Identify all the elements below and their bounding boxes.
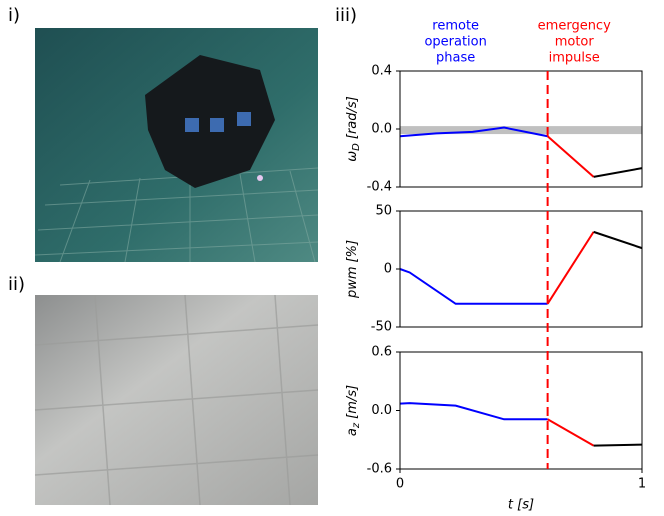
x-tick-label: 1 — [638, 477, 646, 492]
x-axis-label: t [s] — [508, 498, 534, 513]
y-axis-label-part: [rad/s] — [345, 96, 360, 139]
data-line — [593, 443, 643, 447]
annotation: phase — [436, 51, 475, 66]
y-axis-label-part: ω — [345, 151, 360, 162]
annotation: impulse — [549, 51, 600, 66]
annotation: motor — [555, 35, 595, 50]
data-line — [399, 402, 548, 421]
y-axis-label-part: pwm — [345, 266, 360, 299]
axes-frame — [399, 351, 643, 470]
y-axis-label-part: [m/s] — [345, 385, 360, 419]
y-axis-label: az [m/s] — [345, 385, 363, 436]
y-axis-label-part: D — [351, 143, 362, 151]
y-tick-label: 0.4 — [371, 64, 392, 79]
y-tick-label: 0.0 — [371, 403, 392, 418]
data-line — [593, 230, 643, 250]
data-line — [399, 126, 548, 138]
panel-label: i) — [8, 5, 20, 26]
y-axis-label: ωD [rad/s] — [345, 96, 363, 161]
y-tick-label: 50 — [375, 204, 392, 219]
data-line — [547, 418, 595, 447]
y-tick-label: 0 — [384, 262, 392, 277]
y-tick-label: 0.0 — [371, 122, 392, 137]
y-axis-label-part: z — [351, 422, 362, 429]
axes-frame — [399, 210, 643, 328]
photo-floor — [34, 294, 319, 506]
annotation: remote — [432, 19, 479, 34]
panel-label: iii) — [335, 5, 357, 26]
data-line — [399, 268, 548, 305]
annotation: emergency — [538, 19, 611, 34]
y-tick-label: -50 — [371, 320, 392, 335]
y-tick-label: -0.4 — [367, 180, 392, 195]
data-line — [546, 231, 595, 305]
y-tick-label: -0.6 — [367, 462, 392, 477]
photo-robot — [34, 28, 319, 263]
data-line — [546, 135, 595, 178]
panel-label: ii) — [8, 274, 25, 295]
x-tick-label: 0 — [396, 477, 404, 492]
y-tick-label: 0.6 — [371, 345, 392, 360]
data-line — [593, 167, 643, 178]
y-axis-label: pwm [%] — [345, 240, 360, 299]
annotation: operation — [424, 35, 486, 50]
y-axis-label-part: a — [345, 428, 360, 436]
y-axis-label-part: [%] — [345, 240, 360, 263]
